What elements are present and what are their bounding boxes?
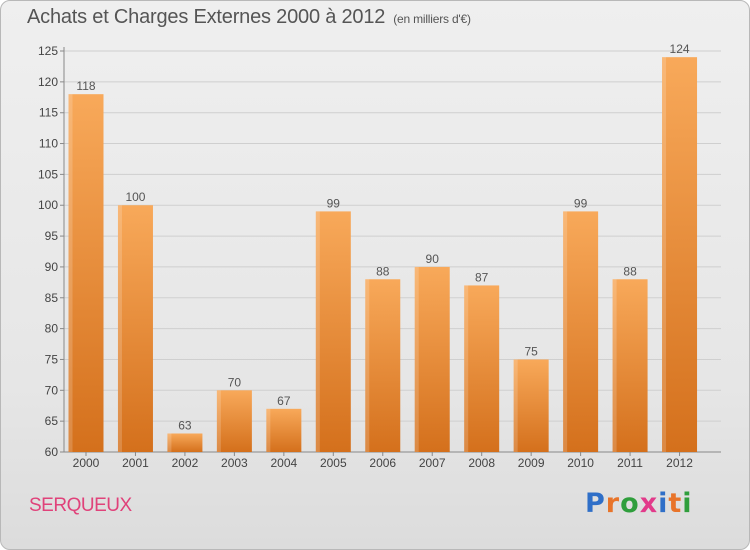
- bar: [414, 266, 450, 452]
- y-tick-label: 75: [45, 352, 59, 366]
- chart-title-text: Achats et Charges Externes 2000 à 2012: [27, 6, 386, 28]
- bar: [464, 285, 500, 452]
- data-label: 88: [623, 264, 637, 278]
- bar-highlight: [216, 390, 221, 452]
- bar: [662, 57, 698, 453]
- y-tick-label: 120: [38, 75, 58, 89]
- x-tick-label: 2007: [419, 456, 446, 470]
- bar-highlight: [315, 211, 320, 452]
- x-tick-label: 2002: [172, 456, 199, 470]
- x-tick-label: 2006: [369, 456, 396, 470]
- bar-highlight: [464, 285, 469, 452]
- bar: [266, 408, 302, 452]
- bar-highlight: [513, 359, 518, 452]
- y-tick-label: 115: [39, 106, 58, 120]
- y-tick-label: 125: [38, 44, 58, 58]
- bar: [612, 279, 648, 452]
- data-label: 90: [426, 252, 440, 266]
- data-label: 100: [125, 190, 145, 204]
- bar-highlight: [612, 279, 617, 452]
- bar: [315, 211, 351, 452]
- bar-highlight: [414, 266, 419, 452]
- data-label: 118: [76, 79, 95, 93]
- data-label: 87: [475, 270, 489, 284]
- x-tick-label: 2004: [270, 456, 297, 470]
- x-tick-label: 2000: [73, 456, 100, 470]
- y-tick-label: 95: [45, 229, 59, 243]
- logo-letter: r: [605, 488, 621, 519]
- y-tick-label: 110: [39, 137, 58, 151]
- bar-highlight: [167, 433, 172, 452]
- logo-letter: x: [639, 488, 659, 519]
- chart-unit: (en milliers d'€): [393, 12, 471, 26]
- bar-highlight: [662, 57, 667, 453]
- bar: [117, 205, 153, 452]
- y-tick-label: 65: [45, 414, 59, 428]
- x-tick-label: 2005: [320, 456, 347, 470]
- bar: [563, 211, 599, 452]
- x-tick-label: 2001: [122, 456, 149, 470]
- bar-highlight: [266, 408, 271, 452]
- logo-letter: P: [585, 488, 606, 519]
- x-tick-label: 2010: [567, 456, 594, 470]
- data-label: 67: [277, 394, 291, 408]
- x-tick-label: 2011: [617, 456, 643, 470]
- chart-title: Achats et Charges Externes 2000 à 2012 (e…: [27, 6, 471, 29]
- data-label: 75: [524, 344, 538, 358]
- bar-highlight: [365, 279, 370, 452]
- logo-letter: i: [658, 488, 669, 519]
- bar-highlight: [68, 94, 73, 452]
- bar: [216, 390, 252, 452]
- bar-highlight: [117, 205, 122, 452]
- logo-letter: i: [682, 488, 693, 519]
- x-tick-label: 2008: [468, 456, 495, 470]
- bar: [365, 279, 401, 452]
- bar: [513, 359, 549, 452]
- bar: [167, 433, 203, 452]
- x-tick-label: 2009: [518, 456, 545, 470]
- data-label: 99: [327, 196, 341, 210]
- data-label: 63: [178, 418, 192, 432]
- commune-name: SERQUEUX: [29, 495, 132, 516]
- y-tick-label: 85: [45, 291, 59, 305]
- data-label: 99: [574, 196, 588, 210]
- y-tick-label: 90: [45, 260, 59, 274]
- x-tick-label: 2003: [221, 456, 248, 470]
- logo-letter: t: [668, 488, 683, 519]
- proxiti-logo: Proxiti: [585, 488, 693, 519]
- bar-highlight: [563, 211, 568, 452]
- data-label: 88: [376, 264, 390, 278]
- data-label: 70: [228, 375, 242, 389]
- y-tick-label: 80: [45, 322, 59, 336]
- x-tick-label: 2012: [666, 456, 693, 470]
- logo-letter: o: [620, 488, 640, 519]
- y-tick-label: 60: [45, 445, 59, 459]
- y-tick-label: 100: [38, 198, 58, 212]
- data-label: 124: [670, 42, 690, 56]
- y-tick-label: 105: [38, 167, 58, 181]
- bar: [68, 94, 104, 452]
- y-tick-label: 70: [45, 383, 59, 397]
